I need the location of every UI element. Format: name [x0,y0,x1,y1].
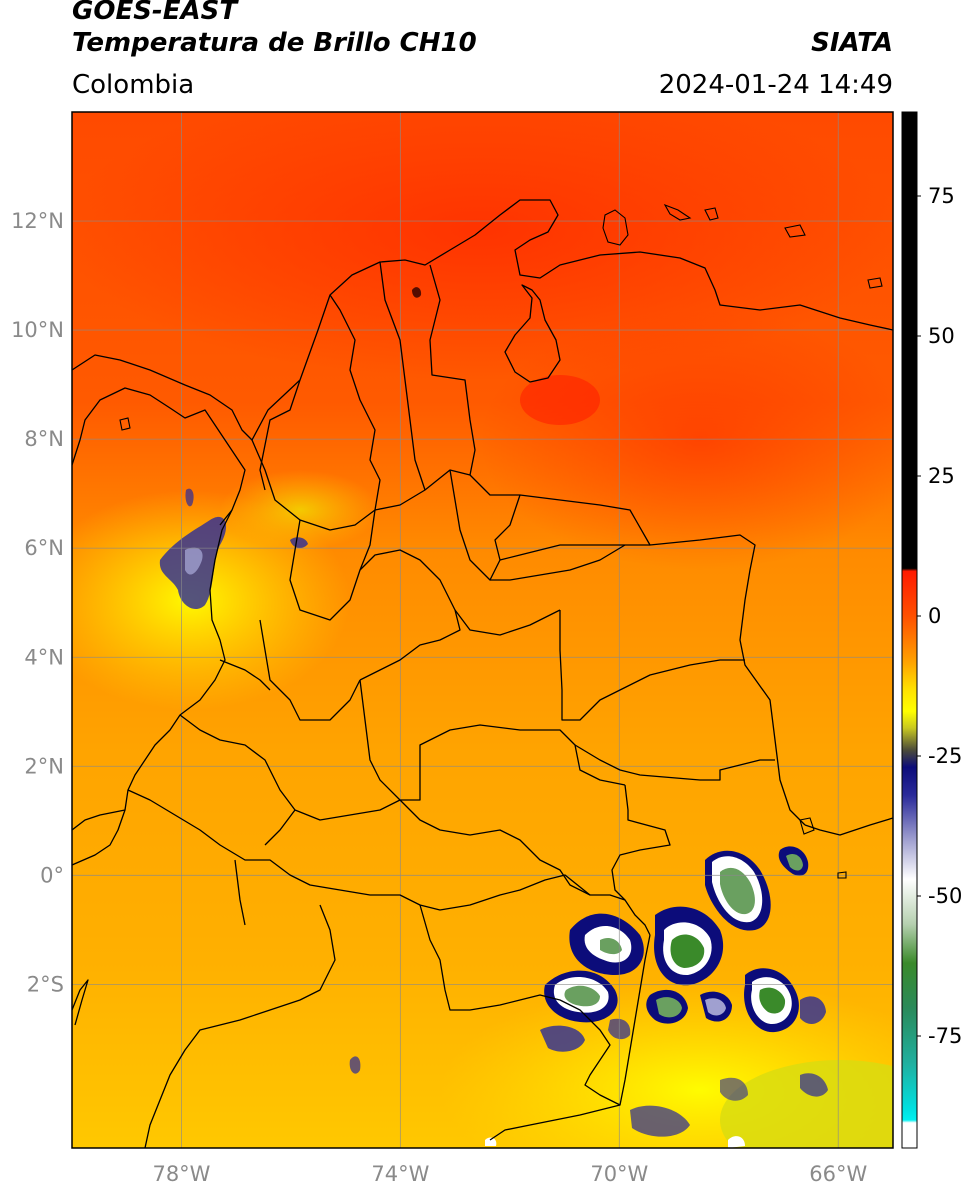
lat-tick-label: 10°N [11,318,64,342]
lat-tick-label: 2°S [27,972,64,996]
country-borders [72,199,893,1148]
colorbar-scale [901,111,918,1149]
product-title: Temperatura de Brillo CH10 [72,28,477,58]
datetime-label: 2024-01-24 14:49 [658,70,893,100]
latitude-tick-labels: 12°N 10°N 8°N 6°N 4°N 2°N 0° 2°S [11,209,64,996]
colorbar: 75 50 25 0 -25 -50 -75 [901,111,962,1149]
colorbar-tick-label: -75 [928,1024,962,1048]
lon-tick-label: 74°W [371,1162,429,1186]
brightness-temperature-field [72,112,893,1148]
colorbar-tick-label: 75 [928,184,955,208]
colorbar-tick-label: 50 [928,324,955,348]
map-gridlines [72,112,893,1148]
colorbar-tick-label: -25 [928,744,962,768]
lat-tick-label: 8°N [24,427,64,451]
lat-tick-label: 0° [40,863,64,887]
lat-tick-label: 12°N [11,209,64,233]
lat-tick-label: 2°N [24,754,64,778]
agency-label: SIATA [811,28,893,58]
region-label: Colombia [72,70,195,100]
colorbar-tick-label: -50 [928,884,962,908]
map-frame [71,111,894,1149]
lon-tick-label: 78°W [152,1162,210,1186]
satellite-title: GOES-EAST [72,0,238,26]
colorbar-tick-label: 25 [928,464,955,488]
longitude-tick-labels: 78°W 74°W 70°W 66°W [152,1162,867,1186]
lon-tick-label: 70°W [590,1162,648,1186]
caribbean-islands [119,203,883,879]
lat-tick-label: 6°N [24,536,64,560]
colorbar-tick-label: 0 [928,604,941,628]
lat-tick-label: 4°N [24,645,64,669]
lon-tick-label: 66°W [809,1162,867,1186]
